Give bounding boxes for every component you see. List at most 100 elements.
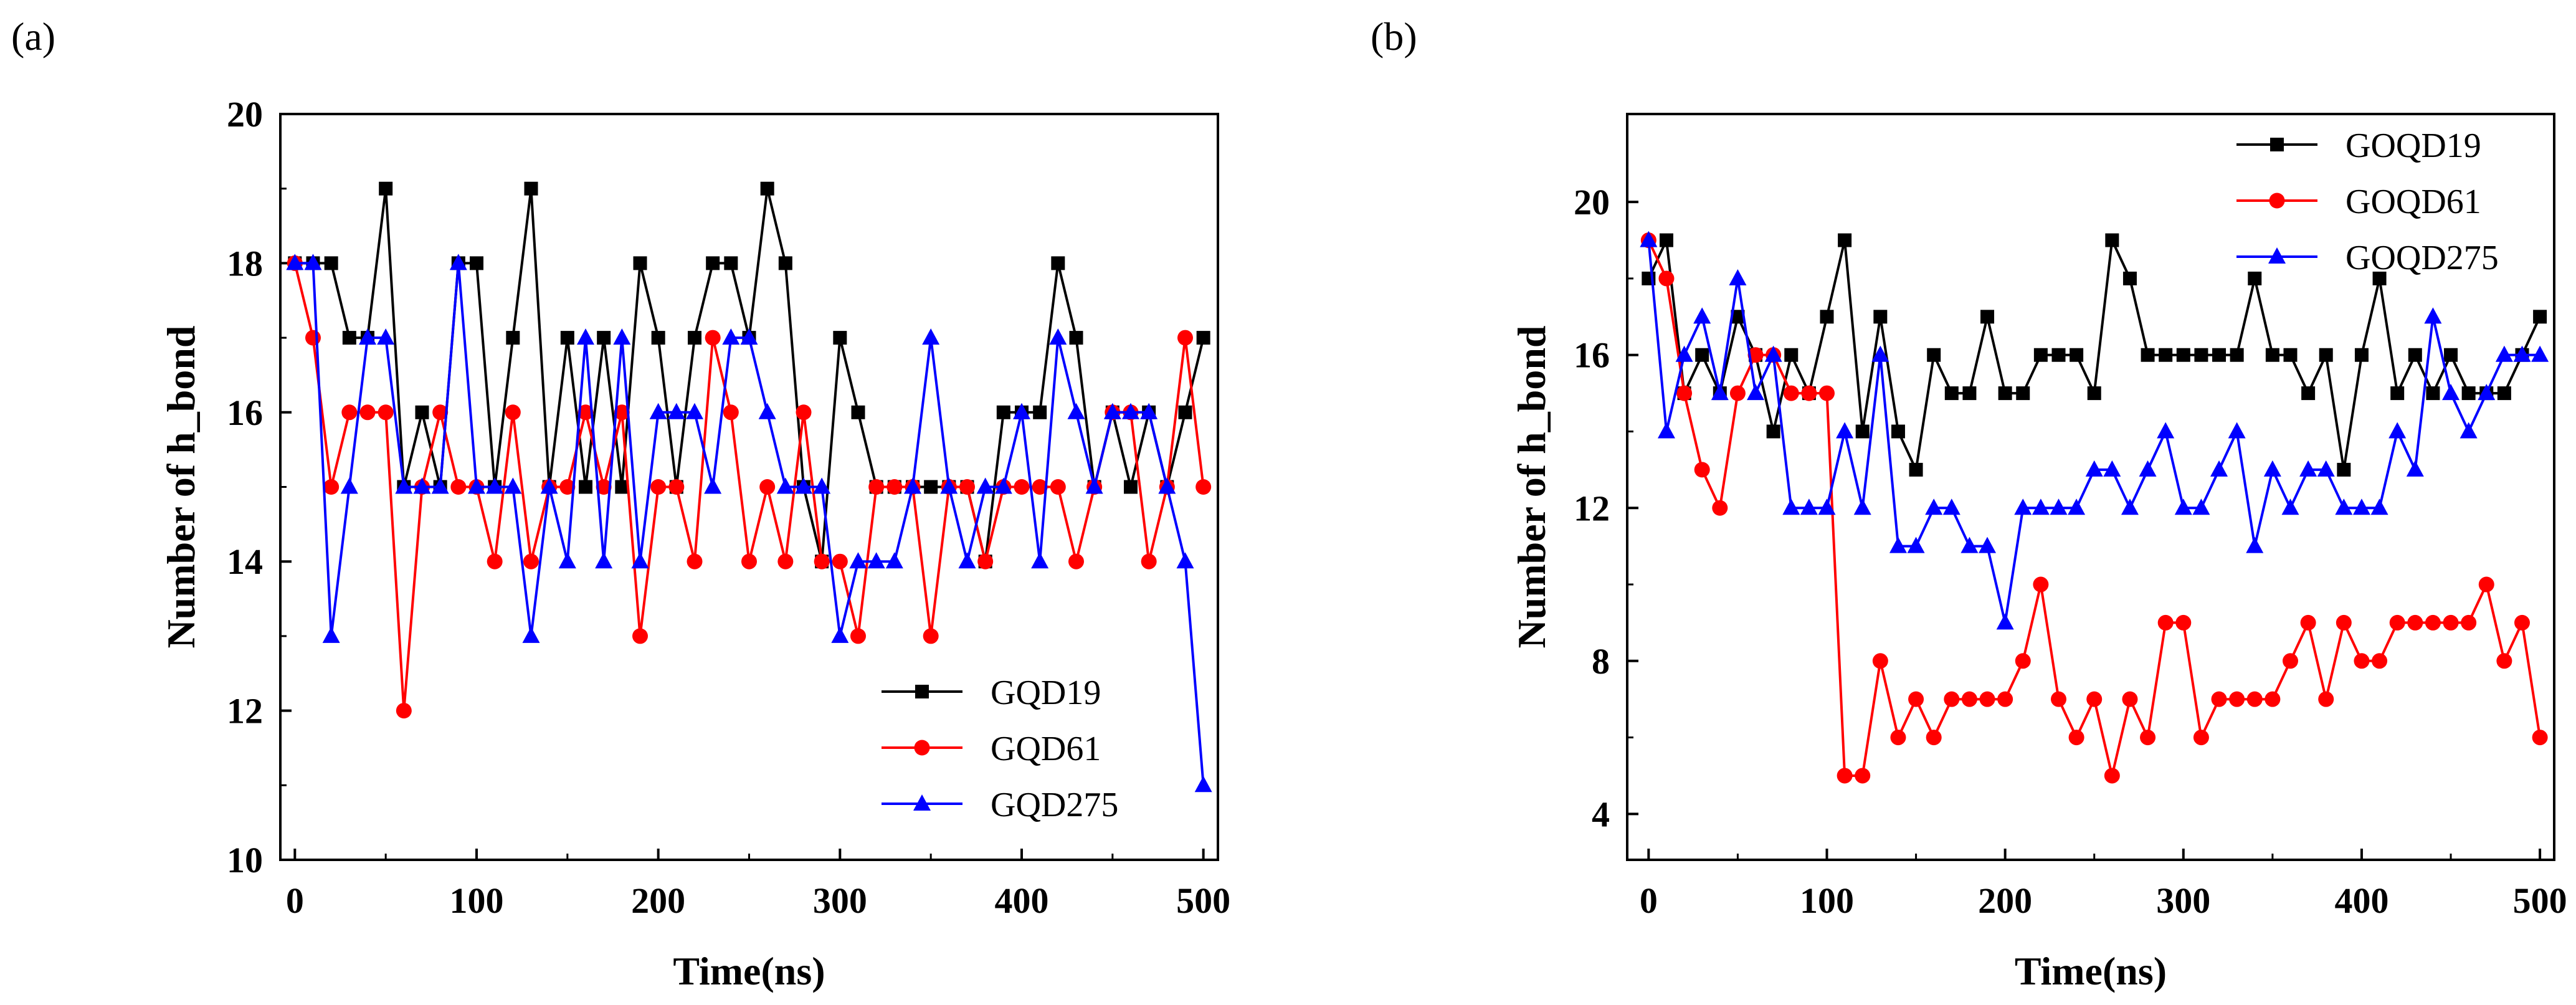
x-tick-label: 0 — [1640, 880, 1658, 921]
data-point — [759, 479, 776, 495]
data-point — [2051, 348, 2066, 362]
data-point — [505, 404, 521, 421]
data-point — [2337, 462, 2351, 477]
x-tick-label: 400 — [2334, 880, 2388, 921]
data-point — [649, 402, 667, 419]
data-point — [1659, 233, 1673, 247]
data-point — [450, 479, 467, 495]
panel-b-chart: (b) 0 100 200 300 400 500 4 8 12 16 20 Time(ns) Numbe… — [1371, 14, 2567, 993]
data-point — [1033, 405, 1047, 419]
data-point — [2283, 348, 2298, 362]
data-point — [2175, 614, 2192, 631]
data-point — [613, 328, 631, 345]
data-point — [2497, 386, 2511, 401]
data-point — [2281, 498, 2299, 515]
data-point — [2407, 614, 2423, 631]
series-goqd275 — [1640, 231, 2549, 630]
data-point — [2230, 348, 2244, 362]
data-point — [1141, 553, 1157, 569]
x-tick-label: 500 — [2513, 880, 2567, 921]
data-point — [2016, 386, 2030, 401]
data-point — [2050, 498, 2068, 515]
data-point — [2335, 498, 2353, 515]
data-point — [2210, 460, 2228, 477]
data-point — [1032, 479, 1048, 495]
legend: GOQD19 GOQD61 GOQD275 — [2236, 126, 2499, 277]
y-tick-label: 18 — [227, 243, 263, 283]
data-point — [1926, 730, 1942, 746]
data-point — [1907, 536, 1925, 553]
data-point — [724, 256, 738, 270]
legend-item: GQD61 — [882, 730, 1101, 768]
data-point — [1927, 348, 1941, 362]
data-point — [323, 479, 340, 495]
data-point — [2336, 614, 2352, 631]
data-point — [1158, 477, 1176, 494]
data-point — [2087, 386, 2101, 401]
data-point — [359, 328, 376, 345]
data-point — [1871, 345, 1889, 362]
data-point — [597, 331, 611, 345]
data-point — [1944, 386, 1959, 401]
data-point — [1961, 691, 1977, 707]
data-point — [2425, 614, 2441, 631]
data-point — [322, 626, 340, 643]
data-point — [850, 628, 866, 644]
x-axis-title: Time(ns) — [2015, 949, 2167, 993]
plot-frame — [1626, 113, 2555, 861]
data-point — [760, 181, 774, 196]
data-point — [1640, 231, 1658, 247]
data-point — [2194, 348, 2208, 362]
data-point — [2085, 460, 2103, 477]
data-point — [487, 553, 503, 569]
series-line — [1647, 240, 2540, 623]
data-point — [1820, 310, 1834, 324]
x-tick-label: 300 — [2156, 880, 2210, 921]
legend: GQD19 GQD61 GQD275 — [882, 674, 1118, 824]
data-point — [2141, 348, 2155, 362]
data-point — [324, 256, 338, 270]
data-point — [722, 328, 740, 345]
series-goqd61 — [1640, 232, 2548, 784]
data-point — [2390, 386, 2405, 401]
data-point — [2317, 460, 2335, 477]
data-point — [524, 181, 538, 196]
data-point — [615, 480, 629, 494]
data-point — [1872, 653, 1888, 669]
data-point — [1818, 498, 1836, 515]
data-point — [2372, 271, 2387, 285]
data-point — [2301, 386, 2316, 401]
series-gqd275 — [286, 254, 1212, 793]
y-tick-label: 20 — [227, 94, 263, 135]
legend-item: GQD19 — [882, 674, 1101, 712]
series-gqd19 — [288, 181, 1210, 569]
data-point — [286, 254, 304, 270]
data-point — [2246, 691, 2263, 707]
data-point — [994, 477, 1012, 494]
data-point — [833, 331, 847, 345]
data-point — [2265, 348, 2279, 362]
data-point — [667, 402, 685, 419]
data-point — [2460, 422, 2478, 439]
data-point — [1838, 233, 1852, 247]
data-point — [2461, 386, 2476, 401]
data-point — [560, 331, 574, 345]
data-point — [486, 477, 504, 494]
data-point — [2354, 348, 2369, 362]
data-point — [1657, 422, 1675, 439]
data-point — [577, 404, 594, 421]
data-point — [1676, 385, 1693, 401]
data-point — [1891, 424, 1905, 439]
data-point — [2176, 348, 2190, 362]
data-point — [1693, 307, 1711, 324]
data-point — [2426, 386, 2440, 401]
panel-label: (a) — [11, 14, 55, 59]
data-point — [1031, 552, 1049, 569]
data-point — [2122, 271, 2137, 285]
data-point — [2246, 536, 2264, 553]
data-point — [1855, 424, 1870, 439]
data-point — [1836, 422, 1854, 439]
data-point — [2408, 348, 2422, 362]
data-point — [2406, 460, 2424, 477]
